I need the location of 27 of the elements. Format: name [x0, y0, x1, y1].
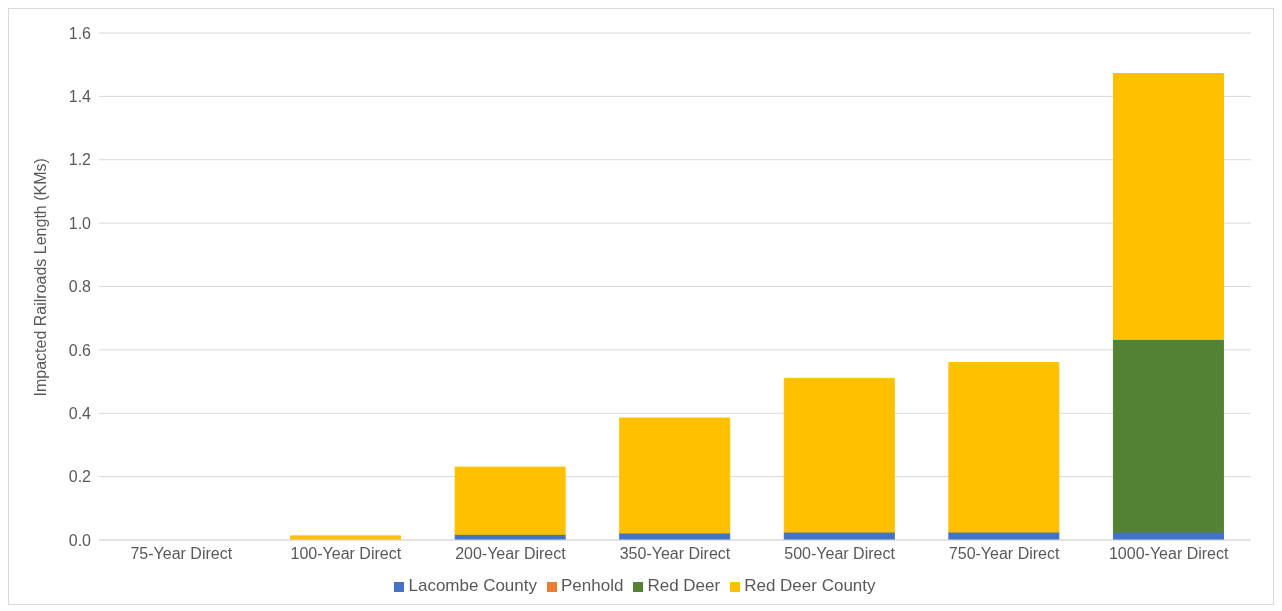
bar: [1112, 338, 1224, 533]
y-tick-label: 0.2: [68, 468, 92, 486]
y-tick-label: 1.0: [68, 214, 92, 232]
bar: [454, 466, 566, 535]
x-tick-label: 750-Year Direct: [948, 545, 1060, 563]
bar: [619, 417, 731, 534]
legend-label: Penhold: [561, 576, 624, 595]
y-tick-label: 0.6: [68, 341, 92, 359]
y-tick-label: 0.0: [68, 531, 92, 549]
bar: [1112, 73, 1224, 340]
x-tick-label: 350-Year Direct: [619, 545, 731, 563]
legend-label: Lacombe County: [408, 576, 538, 595]
y-axis-title: Impacted Railroads Length (KMs): [31, 158, 49, 397]
legend-label: Red Deer: [647, 576, 721, 595]
x-tick-label: 1000-Year Direct: [1108, 545, 1229, 563]
bar: [948, 362, 1060, 533]
y-tick-label: 1.4: [68, 88, 92, 106]
x-tick-label: 75-Year Direct: [130, 545, 233, 563]
bar: [783, 377, 895, 533]
x-tick-label: 100-Year Direct: [290, 545, 402, 563]
legend-label: Red Deer County: [744, 576, 876, 595]
x-tick-label: 200-Year Direct: [455, 545, 567, 563]
y-tick-label: 0.4: [68, 404, 92, 422]
x-tick-label: 500-Year Direct: [784, 545, 896, 563]
y-tick-label: 0.8: [68, 278, 92, 296]
y-tick-label: 1.2: [68, 151, 92, 169]
y-tick-label: 1.6: [68, 24, 92, 42]
